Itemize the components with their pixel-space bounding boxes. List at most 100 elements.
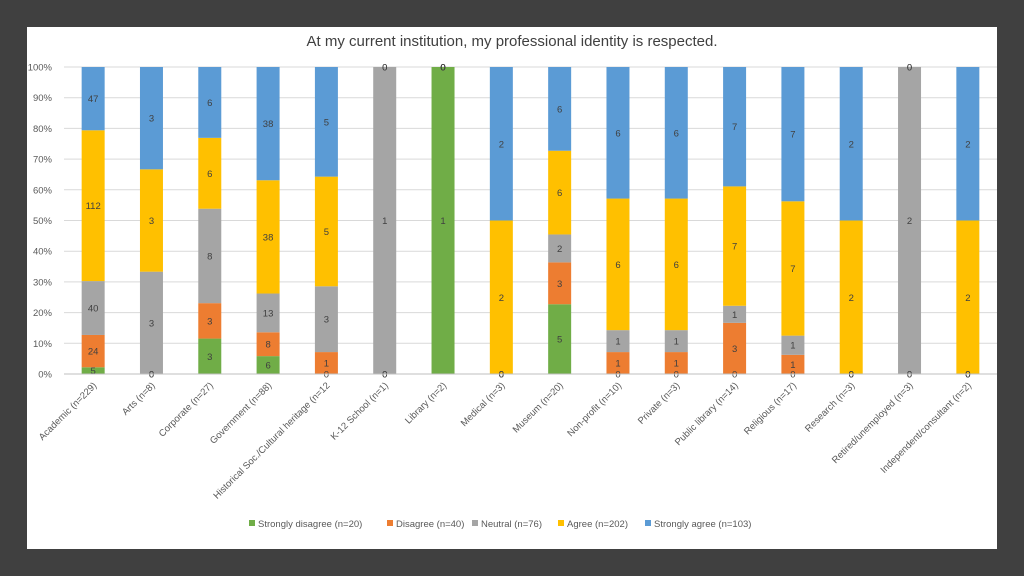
stacked-bar-chart: 5244011247003333386668133838013550010010… [28, 63, 997, 530]
data-label: 2 [965, 293, 970, 304]
data-label: 0 [499, 370, 504, 381]
x-category-label: Library (n=2) [403, 380, 449, 426]
data-label: 1 [674, 337, 679, 348]
data-label: 40 [88, 304, 99, 315]
data-label: 3 [324, 315, 329, 326]
legend-swatch [472, 520, 478, 526]
bar-segment [956, 67, 980, 221]
bar-segment [256, 67, 280, 181]
bar-segment [314, 286, 338, 353]
bar-segment [489, 67, 513, 221]
bar-segment [606, 330, 630, 353]
bar-segment [548, 67, 572, 151]
data-label: 0 [849, 370, 854, 381]
data-label: 5 [324, 227, 329, 238]
data-label: 0 [907, 370, 912, 381]
data-label: 0 [907, 63, 912, 74]
data-label: 1 [615, 359, 620, 370]
bar-segment [81, 281, 105, 335]
data-label: 0 [965, 370, 970, 381]
data-label: 8 [265, 340, 270, 351]
bar-segment [256, 356, 280, 374]
x-category-label: Research (n=3) [803, 380, 857, 434]
bar-segment [723, 186, 747, 306]
data-label: 7 [732, 242, 737, 253]
data-label: 0 [440, 63, 445, 74]
data-label: 0 [499, 370, 504, 381]
bar-segment [723, 305, 747, 323]
y-tick-label: 90% [33, 93, 53, 104]
legend-entry: Disagree (n=40) [396, 519, 464, 530]
data-label: 0 [790, 370, 795, 381]
data-label: 3 [207, 352, 212, 363]
bar-segment [781, 354, 805, 374]
bar-segment [664, 330, 688, 353]
y-tick-label: 30% [33, 277, 53, 288]
data-label: 0 [732, 370, 737, 381]
data-label: 0 [849, 370, 854, 381]
data-label: 0 [149, 370, 154, 381]
data-label: 6 [557, 188, 562, 199]
x-category-label: Corporate (n=27) [157, 380, 216, 439]
data-label: 3 [149, 318, 154, 329]
x-category-label: Non-profit (n=10) [565, 380, 624, 439]
data-label: 1 [790, 360, 795, 371]
data-label: 7 [790, 130, 795, 141]
bar-segment [548, 150, 572, 235]
data-label: 1 [440, 216, 445, 227]
y-tick-label: 80% [33, 124, 53, 135]
y-tick-label: 60% [33, 185, 53, 196]
legend-swatch [645, 520, 651, 526]
data-label: 5 [557, 335, 562, 346]
data-label: 6 [674, 260, 679, 271]
data-label: 0 [907, 63, 912, 74]
data-label: 1 [615, 337, 620, 348]
data-label: 0 [674, 370, 679, 381]
x-category-label: K-12 School (n=1) [329, 380, 391, 442]
data-label: 0 [849, 370, 854, 381]
data-label: 8 [207, 251, 212, 262]
bar-segment [664, 67, 688, 199]
bar-segment [81, 130, 105, 282]
legend-entry: Agree (n=202) [567, 519, 628, 530]
data-label: 2 [849, 293, 854, 304]
bar-segment [548, 262, 572, 305]
data-label: 0 [965, 370, 970, 381]
bar-segment [81, 67, 105, 131]
bar-segment [781, 335, 805, 355]
y-tick-label: 20% [33, 308, 53, 319]
data-label: 6 [207, 169, 212, 180]
data-label: 0 [382, 63, 387, 74]
bar-segment [256, 180, 280, 294]
data-label: 0 [440, 63, 445, 74]
bar-segment [548, 304, 572, 374]
data-label: 38 [263, 119, 274, 130]
bar-segment [723, 322, 747, 374]
legend-swatch [387, 520, 393, 526]
data-label: 2 [907, 216, 912, 227]
bar-segment [664, 352, 688, 374]
x-category-label: Historical Soc./Cultural heritage (n=12 [211, 380, 332, 501]
bar-segment [198, 338, 222, 374]
data-label: 0 [324, 370, 329, 381]
data-label: 3 [149, 114, 154, 125]
data-label: 0 [382, 63, 387, 74]
data-label: 1 [732, 310, 737, 321]
bar-segment [198, 208, 222, 304]
x-category-label: Religious (n=17) [742, 380, 799, 437]
data-label: 2 [557, 244, 562, 255]
y-tick-label: 70% [33, 155, 53, 166]
data-label: 0 [149, 370, 154, 381]
bar-segment [256, 332, 280, 357]
bar-segment [606, 67, 630, 199]
x-category-label: Museum (n=20) [511, 380, 566, 435]
data-label: 1 [382, 216, 387, 227]
legend-swatch [558, 520, 564, 526]
data-label: 3 [207, 316, 212, 327]
bar-segment [198, 137, 222, 209]
data-label: 38 [263, 232, 274, 243]
bar-segment [256, 293, 280, 333]
data-label: 5 [324, 117, 329, 128]
bar-segment [956, 220, 980, 374]
data-label: 1 [324, 359, 329, 370]
